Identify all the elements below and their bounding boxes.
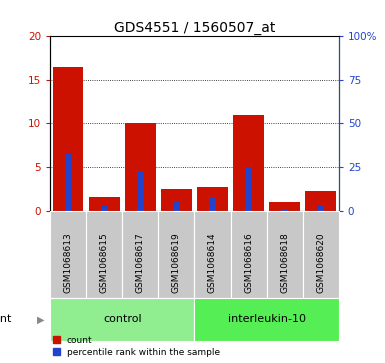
Bar — [158, 211, 194, 298]
Text: GSM1068615: GSM1068615 — [100, 233, 109, 293]
Bar — [89, 197, 119, 211]
Text: GSM1068613: GSM1068613 — [64, 233, 73, 293]
Text: GSM1068616: GSM1068616 — [244, 233, 253, 293]
Text: agent: agent — [0, 314, 12, 325]
Bar — [231, 211, 266, 298]
Text: control: control — [103, 314, 142, 325]
Text: ▶: ▶ — [37, 314, 44, 325]
Legend: count, percentile rank within the sample: count, percentile rank within the sample — [51, 334, 222, 359]
Bar — [161, 189, 192, 211]
Bar — [50, 211, 86, 298]
Bar — [266, 211, 303, 298]
Text: GSM1068618: GSM1068618 — [280, 233, 289, 293]
Bar — [65, 154, 71, 211]
Title: GDS4551 / 1560507_at: GDS4551 / 1560507_at — [114, 21, 275, 35]
Bar — [50, 298, 194, 341]
Bar — [137, 171, 144, 211]
Bar — [122, 211, 158, 298]
Bar — [303, 211, 339, 298]
Bar — [318, 206, 324, 211]
Text: GSM1068614: GSM1068614 — [208, 233, 217, 293]
Bar — [53, 67, 84, 211]
Bar — [173, 202, 180, 211]
Bar — [270, 202, 300, 211]
Bar — [125, 123, 156, 211]
Bar — [101, 206, 107, 211]
Text: GSM1068620: GSM1068620 — [316, 233, 325, 293]
Bar — [233, 115, 264, 211]
Text: interleukin-10: interleukin-10 — [228, 314, 306, 325]
Text: GSM1068619: GSM1068619 — [172, 233, 181, 293]
Bar — [194, 211, 231, 298]
Bar — [194, 298, 339, 341]
Bar — [197, 187, 228, 211]
Bar — [86, 211, 122, 298]
Bar — [245, 167, 252, 211]
Bar — [209, 197, 216, 211]
Bar — [281, 209, 288, 211]
Bar — [305, 191, 336, 211]
Text: GSM1068617: GSM1068617 — [136, 233, 145, 293]
